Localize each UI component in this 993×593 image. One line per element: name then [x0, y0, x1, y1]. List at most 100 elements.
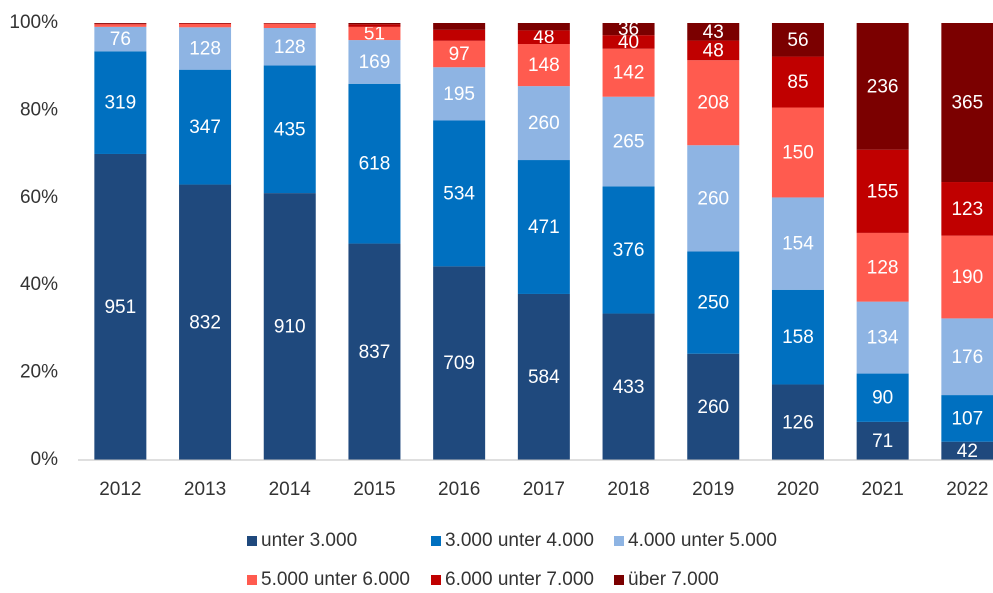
bar-segment — [687, 353, 740, 460]
data-label: 260 — [697, 397, 729, 418]
bar-segment — [856, 421, 909, 460]
y-tick-label: 80% — [20, 99, 58, 120]
data-label: 90 — [872, 388, 893, 409]
data-label: 128 — [274, 37, 306, 58]
bar-segment — [348, 26, 401, 41]
bar-segment — [856, 373, 909, 422]
bar-segment — [602, 96, 655, 187]
bar-segment — [94, 23, 147, 25]
bar-segment — [856, 301, 909, 374]
bar-segment — [856, 232, 909, 302]
bar-segment — [602, 23, 655, 36]
bar-segment — [517, 44, 570, 87]
data-label: 169 — [359, 52, 391, 73]
bar-segment — [348, 83, 401, 244]
bar-segment — [433, 40, 486, 68]
legend-swatch — [247, 575, 257, 585]
data-label: 42 — [957, 441, 978, 462]
bar-segment — [433, 29, 486, 41]
data-label: 128 — [867, 257, 899, 278]
bar-segment — [433, 266, 486, 460]
bar-segment — [517, 86, 570, 161]
bar-segment — [602, 48, 655, 97]
bar-segment — [941, 395, 993, 442]
data-label: 832 — [189, 312, 221, 333]
data-label: 837 — [359, 342, 391, 363]
legend-label: über 7.000 — [628, 569, 719, 590]
x-tick-label: 2016 — [438, 479, 480, 500]
bar-segment — [771, 23, 824, 57]
x-tick-label: 2019 — [692, 479, 734, 500]
bar-segment — [687, 40, 740, 61]
data-label: 433 — [613, 377, 645, 398]
bar-segment — [771, 197, 824, 290]
y-tick-label: 100% — [9, 12, 58, 33]
bar-segment — [856, 149, 909, 233]
y-tick-label: 20% — [20, 362, 58, 383]
data-label: 236 — [867, 76, 899, 97]
data-label: 208 — [697, 93, 729, 114]
legend-label: 3.000 unter 4.000 — [445, 530, 594, 551]
data-label: 40 — [618, 32, 639, 53]
x-tick-label: 2021 — [862, 479, 904, 500]
bar-segment — [94, 153, 147, 460]
bar-segment — [941, 441, 993, 460]
bar-segment — [771, 384, 824, 460]
data-label: 365 — [951, 93, 983, 114]
data-label: 260 — [697, 188, 729, 209]
bar-segment — [941, 23, 993, 183]
bar-segment — [179, 184, 232, 461]
data-label: 195 — [443, 84, 475, 105]
bar-segment — [433, 120, 486, 267]
bar-segment — [94, 24, 147, 27]
data-label: 154 — [782, 234, 814, 255]
data-label: 584 — [528, 367, 560, 388]
data-label: 126 — [782, 412, 814, 433]
y-tick-label: 40% — [20, 274, 58, 295]
data-label: 48 — [703, 40, 724, 61]
data-label: 260 — [528, 113, 560, 134]
data-label: 134 — [867, 328, 899, 349]
bar-segment — [179, 69, 232, 185]
x-tick-label: 2015 — [353, 479, 395, 500]
data-label: 951 — [104, 297, 136, 318]
data-label: 155 — [867, 181, 899, 202]
bar-segment — [94, 51, 147, 154]
bar-segment — [517, 23, 570, 31]
bar-segment — [687, 251, 740, 354]
legend-label: 6.000 unter 7.000 — [445, 569, 594, 590]
bar-segment — [687, 23, 740, 41]
data-label: 85 — [787, 72, 808, 93]
data-label: 36 — [618, 19, 639, 40]
bar-segment — [941, 318, 993, 396]
data-label: 76 — [110, 29, 131, 50]
data-label: 97 — [449, 44, 470, 65]
x-tick-label: 2022 — [946, 479, 988, 500]
x-tick-label: 2013 — [184, 479, 226, 500]
bar-segment — [602, 186, 655, 314]
bar-segment — [517, 30, 570, 45]
bar-segment — [687, 60, 740, 146]
data-label: 158 — [782, 327, 814, 348]
data-label: 142 — [613, 63, 645, 84]
data-label: 148 — [528, 55, 560, 76]
bar-segment — [602, 313, 655, 460]
legend-swatch — [431, 575, 441, 585]
bar-segment — [856, 23, 909, 150]
data-label: 150 — [782, 142, 814, 163]
bar-segment — [348, 40, 401, 84]
legend-label: 5.000 unter 6.000 — [261, 569, 410, 590]
bar-segment — [771, 289, 824, 385]
bar-segment — [941, 182, 993, 236]
bar-segment — [941, 235, 993, 319]
bar-segment — [94, 26, 147, 52]
bar-segment — [602, 35, 655, 49]
bar-segment — [179, 23, 232, 24]
data-label: 534 — [443, 183, 475, 204]
legend-swatch — [431, 536, 441, 546]
x-tick-label: 2020 — [777, 479, 819, 500]
bar-segment — [433, 67, 486, 121]
bar-segment — [179, 23, 232, 28]
bar-segment — [94, 23, 147, 24]
